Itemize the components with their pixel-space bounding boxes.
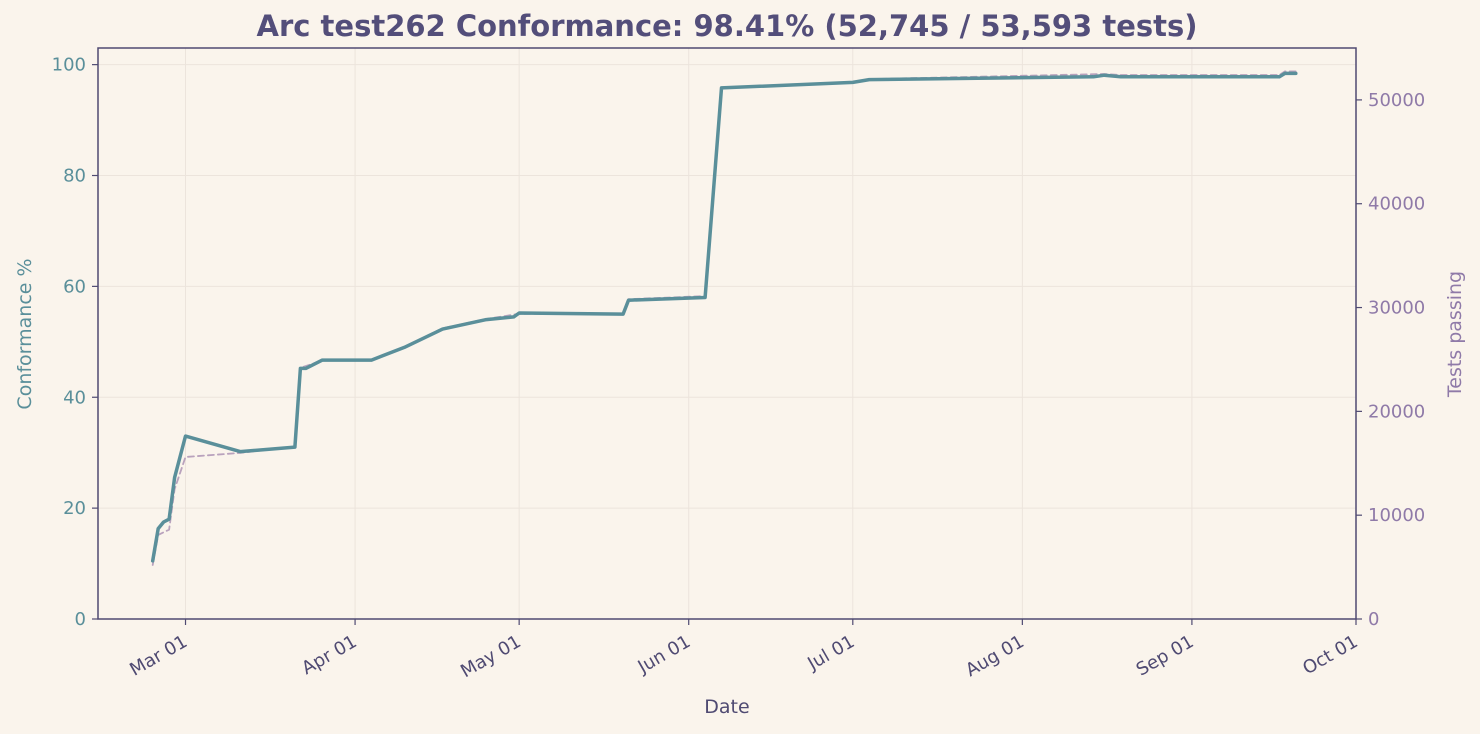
- grid: [98, 48, 1357, 620]
- y-axis-left: 0 20 40 60 80 100: [52, 55, 98, 630]
- y-left-tick-label: 0: [75, 609, 86, 630]
- y-left-tick-label: 40: [63, 387, 86, 408]
- y-left-tick-label: 80: [63, 166, 86, 187]
- y-right-tick-label: 40000: [1368, 194, 1425, 215]
- y-right-tick-label: 10000: [1368, 505, 1425, 526]
- series-lines: [150, 70, 1298, 566]
- y-right-tick-label: 0: [1368, 609, 1379, 630]
- y-right-tick-label: 50000: [1368, 90, 1425, 111]
- x-axis-label: Date: [704, 696, 749, 718]
- y-left-tick-label: 60: [63, 276, 86, 297]
- conformance-line: [150, 71, 1298, 563]
- plot-frame: [97, 47, 1357, 620]
- y-axis-left-label: Conformance %: [14, 258, 36, 409]
- y-axis-right-label: Tests passing: [1444, 271, 1466, 398]
- chart-title: Arc test262 Conformance: 98.41% (52,745 …: [257, 9, 1198, 43]
- y-axis-right: 0 10000 20000 30000 40000 50000: [1356, 90, 1425, 630]
- y-left-tick-label: 20: [63, 498, 86, 519]
- y-left-tick-label: 100: [52, 55, 86, 76]
- y-right-tick-label: 30000: [1368, 298, 1425, 319]
- y-right-tick-label: 20000: [1368, 401, 1425, 422]
